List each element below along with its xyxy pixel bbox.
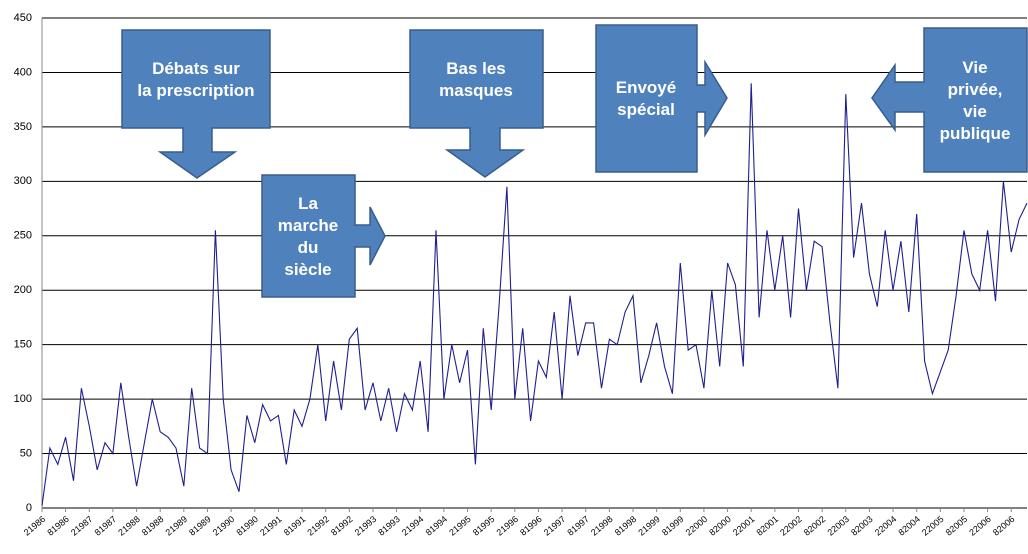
x-tick-label: 22002 <box>778 514 804 538</box>
x-tick-label: 22001 <box>731 514 757 538</box>
annotation-text: spécial <box>617 100 675 119</box>
x-tick-label: 21994 <box>400 514 426 538</box>
y-tick-label: 400 <box>14 66 32 78</box>
x-tick-label: 81994 <box>424 514 450 538</box>
annotation-text: Bas les <box>446 59 506 78</box>
annotation-text: la prescription <box>137 81 254 100</box>
x-tick-label: 82000 <box>707 514 733 538</box>
x-tick-label: 81996 <box>518 514 544 538</box>
annotation-text: privée, <box>948 80 1003 99</box>
x-tick-label: 81989 <box>187 514 213 538</box>
x-tick-label: 82003 <box>849 514 875 538</box>
annotation-text: marche <box>278 216 338 235</box>
x-tick-label: 81997 <box>565 514 591 538</box>
x-tick-label: 21997 <box>542 514 568 538</box>
x-tick-label: 81995 <box>471 514 497 538</box>
y-tick-label: 200 <box>14 284 32 296</box>
x-tick-label: 21996 <box>494 514 520 538</box>
x-tick-label: 81988 <box>140 514 166 538</box>
x-tick-label: 21989 <box>164 514 190 538</box>
annotation-text: Débats sur <box>152 59 240 78</box>
plot <box>41 83 1028 506</box>
x-tick-label: 22003 <box>825 514 851 538</box>
x-tick-label: 21999 <box>636 514 662 538</box>
x-tick-label: 82005 <box>944 514 970 538</box>
x-tick-label: 81986 <box>45 514 71 538</box>
x-tick-label: 82001 <box>755 514 781 538</box>
x-tick-label: 82004 <box>896 514 922 538</box>
x-tick-label: 81993 <box>376 514 402 538</box>
x-tick-label: 21988 <box>116 514 142 538</box>
callout-shape <box>121 29 271 179</box>
y-tick-label: 100 <box>14 393 32 405</box>
x-tick-label: 21990 <box>211 514 237 538</box>
x-tick-label: 81992 <box>329 514 355 538</box>
callout-shape <box>595 24 728 173</box>
callout-shape <box>261 174 386 298</box>
x-tick-label: 21995 <box>447 514 473 538</box>
callouts <box>121 24 1028 298</box>
x-tick-label: 81999 <box>660 514 686 538</box>
annotation-text: du <box>298 238 319 257</box>
x-tick-label: 82006 <box>991 514 1017 538</box>
y-tick-label: 450 <box>14 12 32 24</box>
callout-shape <box>871 27 1028 173</box>
x-tick-label: 21992 <box>305 514 331 538</box>
annotation-text: siècle <box>284 260 331 279</box>
x-tick-label: 21987 <box>69 514 95 538</box>
y-tick-label: 250 <box>14 230 32 242</box>
x-tick-label: 82002 <box>802 514 828 538</box>
callout-shape <box>409 29 544 178</box>
labels: Débats sur la prescription La marche du siècl… <box>137 58 1010 279</box>
annotation-text: vie <box>963 102 987 121</box>
y-tick-label: 0 <box>26 502 32 514</box>
annotation-text: La <box>298 194 318 213</box>
x-tick-label: 81991 <box>282 514 308 538</box>
annotation-text: Envoyé <box>616 78 676 97</box>
y-tick-label: 150 <box>14 339 32 351</box>
annotation-text: masques <box>439 81 513 100</box>
x-tick-label: 21986 <box>22 514 48 538</box>
x-tick-label: 81987 <box>93 514 119 538</box>
x-tick-label: 21998 <box>589 514 615 538</box>
y-tick-label: 350 <box>14 121 32 133</box>
annotation-text: Vie <box>962 58 987 77</box>
x-tick-label: 22006 <box>967 514 993 538</box>
x-tick-label: 21993 <box>353 514 379 538</box>
data-line <box>41 83 1028 506</box>
x-tick-label: 81998 <box>613 514 639 538</box>
y-tick-label: 50 <box>20 447 32 459</box>
annotation-text: publique <box>940 124 1011 143</box>
x-tick-label: 81990 <box>234 514 260 538</box>
x-tick-label: 22000 <box>684 514 710 538</box>
x-tick-label: 21991 <box>258 514 284 538</box>
x-tick-label: 22004 <box>873 514 899 538</box>
x-tick-label: 22005 <box>920 514 946 538</box>
y-tick-label: 300 <box>14 175 32 187</box>
